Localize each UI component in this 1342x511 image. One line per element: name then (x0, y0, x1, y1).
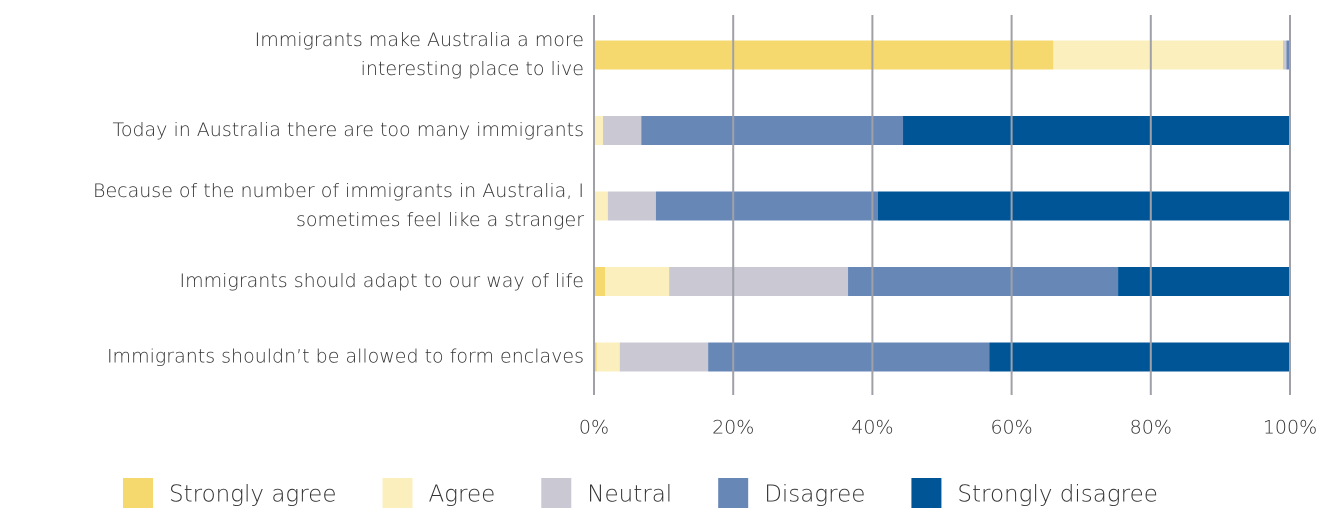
category-label: Because of the number of immigrants in A… (93, 180, 584, 202)
bar-segment (903, 116, 1290, 145)
bar-segment (641, 116, 904, 145)
bar-segment (1286, 40, 1290, 70)
category-label: Today in Australia there are too many im… (112, 119, 584, 141)
bar-segment (603, 116, 642, 145)
bar-segment (605, 267, 670, 296)
bar-segment (619, 342, 709, 372)
legend-swatch (382, 478, 413, 508)
category-label: Immigrants should adapt to our way of li… (180, 270, 584, 292)
legend-swatch (541, 478, 572, 508)
bar-segment (594, 342, 597, 372)
legend-label: Agree (428, 482, 495, 508)
bar-segment (848, 267, 1119, 296)
x-tick-label: 100% (1263, 417, 1317, 439)
legend-label: Disagree (764, 482, 865, 508)
legend-swatch (718, 478, 749, 508)
bar-segment (594, 40, 1054, 70)
bar-segment (669, 267, 849, 296)
legend-label: Strongly disagree (957, 482, 1157, 508)
bar-segment (1283, 40, 1287, 70)
bar-segment (596, 342, 620, 372)
bar-segment (594, 116, 604, 145)
bar-segment (1053, 40, 1284, 70)
x-tick-label: 60% (990, 417, 1032, 439)
legend-label: Neutral (587, 482, 672, 508)
legend-swatch (911, 478, 942, 508)
bar-segment (1118, 267, 1290, 296)
x-tick-label: 40% (851, 417, 893, 439)
x-tick-label: 0% (579, 417, 609, 439)
x-tick-label: 80% (1130, 417, 1172, 439)
bar-segment (594, 267, 606, 296)
bar-segment (708, 342, 990, 372)
bar-segment (877, 191, 1290, 221)
category-label: interesting place to live (361, 58, 584, 80)
legend-label: Strongly agree (169, 482, 336, 508)
category-label: Immigrants shouldn’t be allowed to form … (107, 346, 584, 368)
category-label: sometimes feel like a stranger (296, 209, 584, 231)
bar-segment (594, 191, 608, 221)
bar-segment (989, 342, 1290, 372)
category-label: Immigrants make Australia a more (255, 29, 584, 51)
x-tick-label: 20% (712, 417, 754, 439)
legend-swatch (123, 478, 153, 508)
bar-segment (655, 191, 878, 221)
bar-segment (607, 191, 656, 221)
